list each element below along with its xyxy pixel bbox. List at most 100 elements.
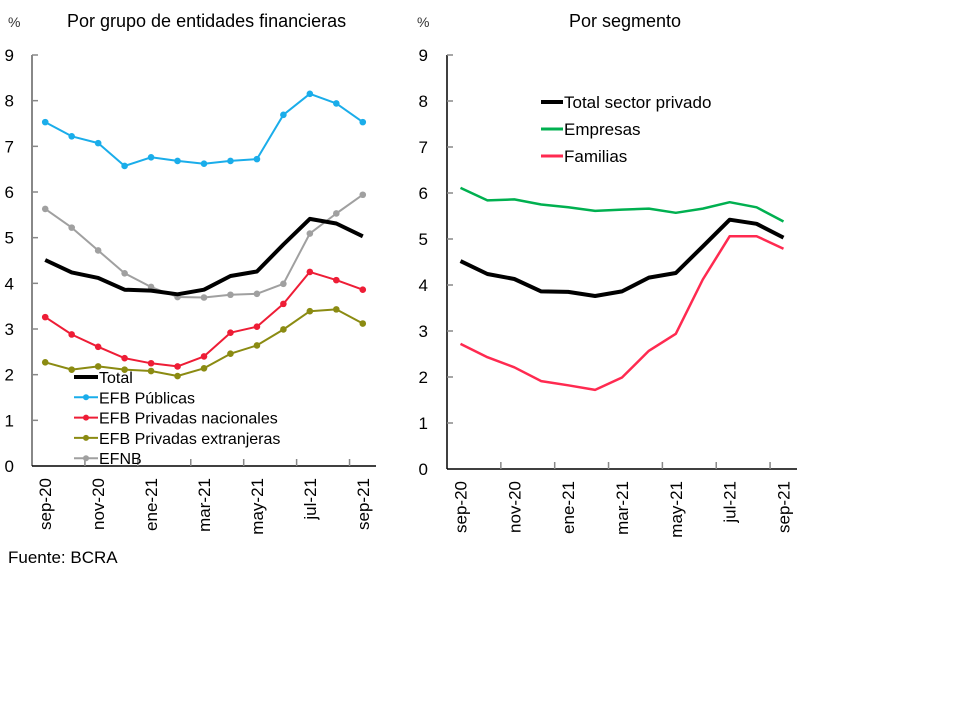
data-point (280, 280, 287, 288)
data-point (174, 372, 181, 380)
legend-marker (83, 455, 89, 462)
series-total-sector-privado (459, 217, 785, 298)
y-tick-label: 4 (419, 276, 428, 295)
x-tick-label: nov-20 (89, 478, 108, 530)
legend-item: Total sector privado (541, 93, 711, 112)
data-point (227, 329, 234, 336)
y-tick-labels: 0 1 2 3 4 5 6 7 8 9 (419, 46, 428, 479)
series-line (44, 216, 364, 297)
x-tick-label: sep-20 (36, 478, 55, 530)
data-point (147, 367, 155, 375)
y-tick-label: 0 (419, 460, 428, 479)
x-tick-label: may-21 (248, 478, 267, 535)
legend-label: EFB Privadas nacionales (99, 411, 278, 428)
y-tick-label: 2 (419, 368, 428, 387)
legend-label: Empresas (564, 120, 641, 139)
data-point (94, 139, 102, 147)
x-tick-label: mar-21 (613, 481, 632, 535)
legend-item: EFNB (74, 451, 142, 468)
x-tick-label: sep-21 (354, 478, 373, 530)
series-line (44, 270, 364, 368)
y-tick-label: 6 (419, 184, 428, 203)
legend-marker (83, 394, 89, 401)
series-efb-privadas-nacionales (41, 268, 367, 370)
y-tick-label: 1 (419, 414, 428, 433)
data-point (280, 326, 287, 333)
y-tick-label: 3 (5, 320, 14, 339)
y-unit-label: % (8, 14, 20, 30)
data-point (174, 157, 181, 165)
y-tick-labels: 0 1 2 3 4 5 6 7 8 9 (5, 46, 14, 476)
y-tick-label: 9 (5, 46, 14, 65)
series-efnb (41, 191, 367, 301)
y-tick-label: 3 (419, 322, 428, 341)
y-tick-label: 5 (5, 229, 14, 248)
series-line (44, 193, 364, 299)
data-point (94, 363, 102, 370)
x-tick-label: may-21 (667, 481, 686, 538)
y-tick-label: 7 (5, 137, 14, 156)
data-point (200, 364, 208, 372)
legend-label: Familias (564, 147, 627, 166)
series-empresas (459, 186, 785, 223)
data-point (253, 323, 261, 331)
data-point (333, 306, 340, 313)
data-point (68, 366, 75, 373)
data-point (200, 353, 208, 360)
data-point (306, 230, 314, 237)
legend-item: EFB Privadas nacionales (74, 411, 278, 428)
x-tick-label: sep-20 (451, 481, 470, 533)
data-point (333, 276, 340, 284)
data-point (359, 118, 367, 126)
data-point (68, 224, 75, 231)
series-group (459, 186, 785, 392)
series-efb-p-blicas (41, 90, 367, 170)
chart-title: Por grupo de entidades financieras (67, 11, 346, 31)
data-point (68, 331, 75, 338)
data-point (227, 350, 234, 357)
data-point (94, 343, 102, 351)
x-tick-labels: sep-20 nov-20 ene-21 mar-21 may-21 jul-21 sep-… (36, 478, 373, 535)
data-point (174, 363, 181, 370)
y-tick-label: 7 (419, 138, 428, 157)
series-familias (459, 234, 785, 392)
data-point (121, 162, 128, 170)
chart-por-segmento: % Por segmento 0 1 2 3 4 5 6 7 8 9 sep-20 nov-20 en… (417, 11, 797, 538)
y-tick-label: 5 (419, 230, 428, 249)
data-point (227, 157, 234, 165)
source-note: Fuente: BCRA (8, 548, 118, 567)
axes (446, 54, 797, 470)
data-point (253, 155, 261, 163)
series-efb-privadas-extranjeras (41, 306, 367, 380)
y-unit-label: % (417, 14, 429, 30)
series-line (459, 217, 785, 298)
y-tick-label: 8 (5, 92, 14, 111)
y-tick-label: 4 (5, 274, 14, 293)
legend-item: Familias (541, 147, 627, 166)
legend: Total sector privado Empresas Familias (541, 93, 711, 166)
legend-item: Total (74, 370, 133, 387)
x-tick-label: jul-21 (301, 478, 320, 521)
legend-label: EFNB (99, 451, 142, 468)
data-point (200, 160, 208, 167)
data-point (121, 354, 128, 362)
data-point (253, 342, 261, 349)
series-line (459, 186, 785, 223)
x-tick-label: ene-21 (142, 478, 161, 531)
legend-item: EFB Públicas (74, 390, 195, 407)
x-tick-label: nov-20 (505, 481, 524, 533)
data-point (68, 132, 75, 140)
data-point (359, 286, 367, 294)
y-tick-label: 0 (5, 457, 14, 476)
data-point (306, 90, 314, 98)
data-point (41, 313, 49, 321)
y-tick-label: 2 (5, 366, 14, 385)
data-point (306, 307, 314, 315)
data-point (41, 359, 49, 366)
chart-title: Por segmento (569, 11, 681, 31)
data-point (94, 247, 102, 254)
axes (31, 54, 376, 467)
legend-label: Total (99, 370, 133, 387)
x-tick-labels: sep-20 nov-20 ene-21 mar-21 may-21 jul-21 sep-… (451, 481, 793, 538)
